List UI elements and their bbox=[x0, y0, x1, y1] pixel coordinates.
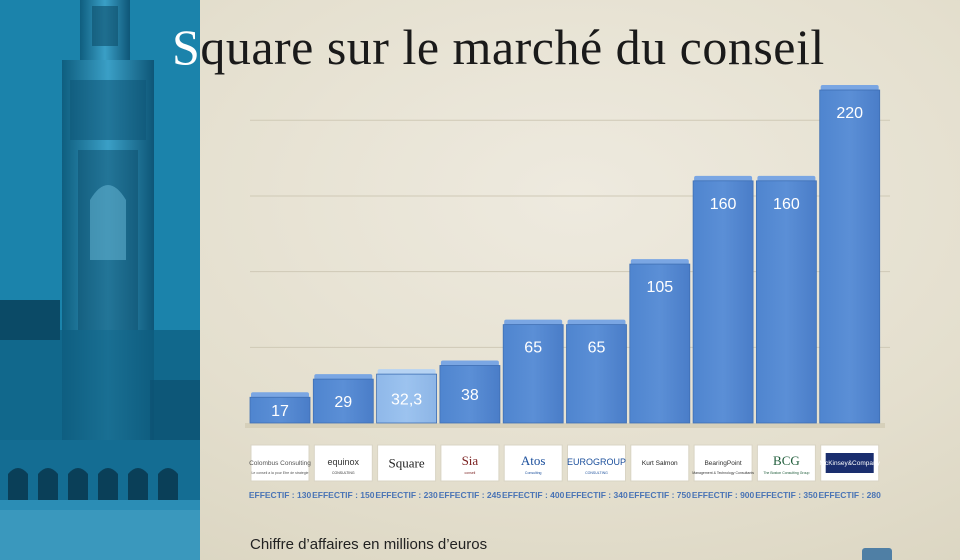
bar-cap-2 bbox=[377, 369, 436, 376]
bar-value-label-9: 220 bbox=[836, 105, 863, 122]
bar-cap-5 bbox=[567, 319, 626, 326]
logo-text-6-0: Kurt Salmon bbox=[642, 460, 678, 467]
bar-2 bbox=[376, 373, 438, 424]
minaret-image bbox=[0, 0, 200, 560]
logo-card-7 bbox=[693, 444, 753, 482]
title-first-letter: S bbox=[172, 19, 201, 75]
bar-cap-6 bbox=[630, 259, 689, 266]
bar-cap-9 bbox=[820, 85, 879, 91]
logo-text-0-1: Le conseil a la pour Etre de strategie bbox=[251, 471, 308, 475]
effectif-label-6: EFFECTIF : 750 bbox=[629, 490, 692, 500]
chart-floor bbox=[245, 423, 885, 428]
logo-card-8 bbox=[756, 444, 816, 482]
logo-text-1-0: equinox bbox=[328, 457, 360, 467]
logo-text-5-0: EUROGROUP bbox=[567, 457, 626, 467]
bar-value-label-2: 32,3 bbox=[391, 392, 422, 409]
bar-value-label-8: 160 bbox=[773, 196, 800, 213]
effectif-label-5: EFFECTIF : 340 bbox=[565, 490, 628, 500]
logo-text-2-0: Square bbox=[389, 455, 425, 470]
bar-5 bbox=[566, 324, 627, 424]
logo-card-0 bbox=[250, 444, 310, 482]
bar-6 bbox=[629, 263, 691, 424]
bar-0 bbox=[249, 396, 311, 424]
effectif-label-4: EFFECTIF : 400 bbox=[502, 490, 565, 500]
bar-cap-8 bbox=[757, 175, 816, 182]
logo-bg-9 bbox=[825, 453, 874, 473]
logo-text-4-0: Atos bbox=[521, 453, 546, 468]
corner-logo-mark bbox=[862, 548, 892, 560]
bar-3 bbox=[439, 365, 501, 424]
logo-text-3-1: conseil bbox=[464, 471, 475, 475]
logo-card-3 bbox=[440, 444, 500, 482]
bar-cap-4 bbox=[504, 319, 563, 326]
effectif-label-1: EFFECTIF : 150 bbox=[312, 490, 375, 500]
bar-value-label-0: 17 bbox=[271, 403, 289, 420]
bar-1 bbox=[312, 378, 374, 424]
bar-value-label-5: 65 bbox=[588, 340, 606, 357]
bar-chart: 17 Colombus Consulting Le conseil a la pou… bbox=[245, 85, 890, 500]
chart-footnote: Chiffre d’affaires en millions d’euros bbox=[250, 536, 488, 553]
bar-cap-3 bbox=[440, 360, 499, 367]
logo-card-1 bbox=[313, 444, 373, 482]
logo-text-0-0: Colombus Consulting bbox=[249, 460, 311, 467]
bar-cap-1 bbox=[314, 374, 373, 381]
logo-text-9-0: McKinsey&Company bbox=[820, 460, 881, 467]
logo-card-6 bbox=[630, 444, 690, 482]
bar-cap-7 bbox=[694, 175, 753, 182]
effectif-label-7: EFFECTIF : 900 bbox=[692, 490, 755, 500]
bar-4 bbox=[502, 324, 564, 424]
bar-value-label-3: 38 bbox=[461, 387, 479, 404]
logo-text-5-1: CONSULTING bbox=[585, 471, 608, 475]
bar-value-label-4: 65 bbox=[524, 340, 542, 357]
logo-card-4 bbox=[503, 444, 563, 482]
logo-text-7-0: BearingPoint bbox=[704, 460, 741, 467]
bar-value-label-6: 105 bbox=[646, 279, 673, 296]
logo-text-8-1: The Boston Consulting Group bbox=[763, 471, 809, 475]
logo-text-7-1: Management & Technology Consultants bbox=[692, 471, 754, 475]
page-title: Square sur le marché du conseil bbox=[172, 18, 952, 76]
title-rest: quare sur le marché du conseil bbox=[200, 19, 825, 75]
effectif-label-8: EFFECTIF : 350 bbox=[755, 490, 818, 500]
logo-text-4-1: Consulting bbox=[525, 471, 542, 475]
mosque-photo-panel bbox=[0, 0, 200, 560]
effectif-label-9: EFFECTIF : 280 bbox=[819, 490, 882, 500]
logo-text-1-1: CONSULTING bbox=[332, 471, 355, 475]
bar-9 bbox=[819, 89, 881, 424]
bar-value-label-7: 160 bbox=[710, 196, 737, 213]
logo-text-8-0: BCG bbox=[773, 453, 800, 468]
bar-8 bbox=[756, 180, 817, 424]
bar-7 bbox=[692, 180, 754, 424]
effectif-label-3: EFFECTIF : 245 bbox=[439, 490, 502, 500]
logo-card-2 bbox=[377, 444, 437, 482]
bar-value-label-1: 29 bbox=[334, 394, 352, 411]
effectif-label-2: EFFECTIF : 230 bbox=[375, 490, 438, 500]
logo-text-3-0: Sia bbox=[462, 453, 479, 468]
bar-cap-0 bbox=[251, 392, 309, 399]
logo-card-5 bbox=[567, 444, 626, 482]
effectif-label-0: EFFECTIF : 130 bbox=[249, 490, 312, 500]
